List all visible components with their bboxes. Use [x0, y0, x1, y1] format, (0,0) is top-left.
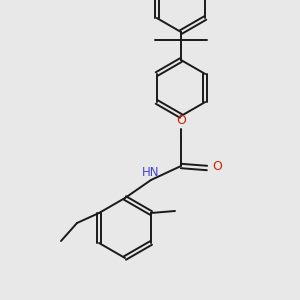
Text: HN: HN: [142, 166, 160, 179]
Text: O: O: [212, 160, 222, 173]
Text: O: O: [176, 115, 186, 128]
